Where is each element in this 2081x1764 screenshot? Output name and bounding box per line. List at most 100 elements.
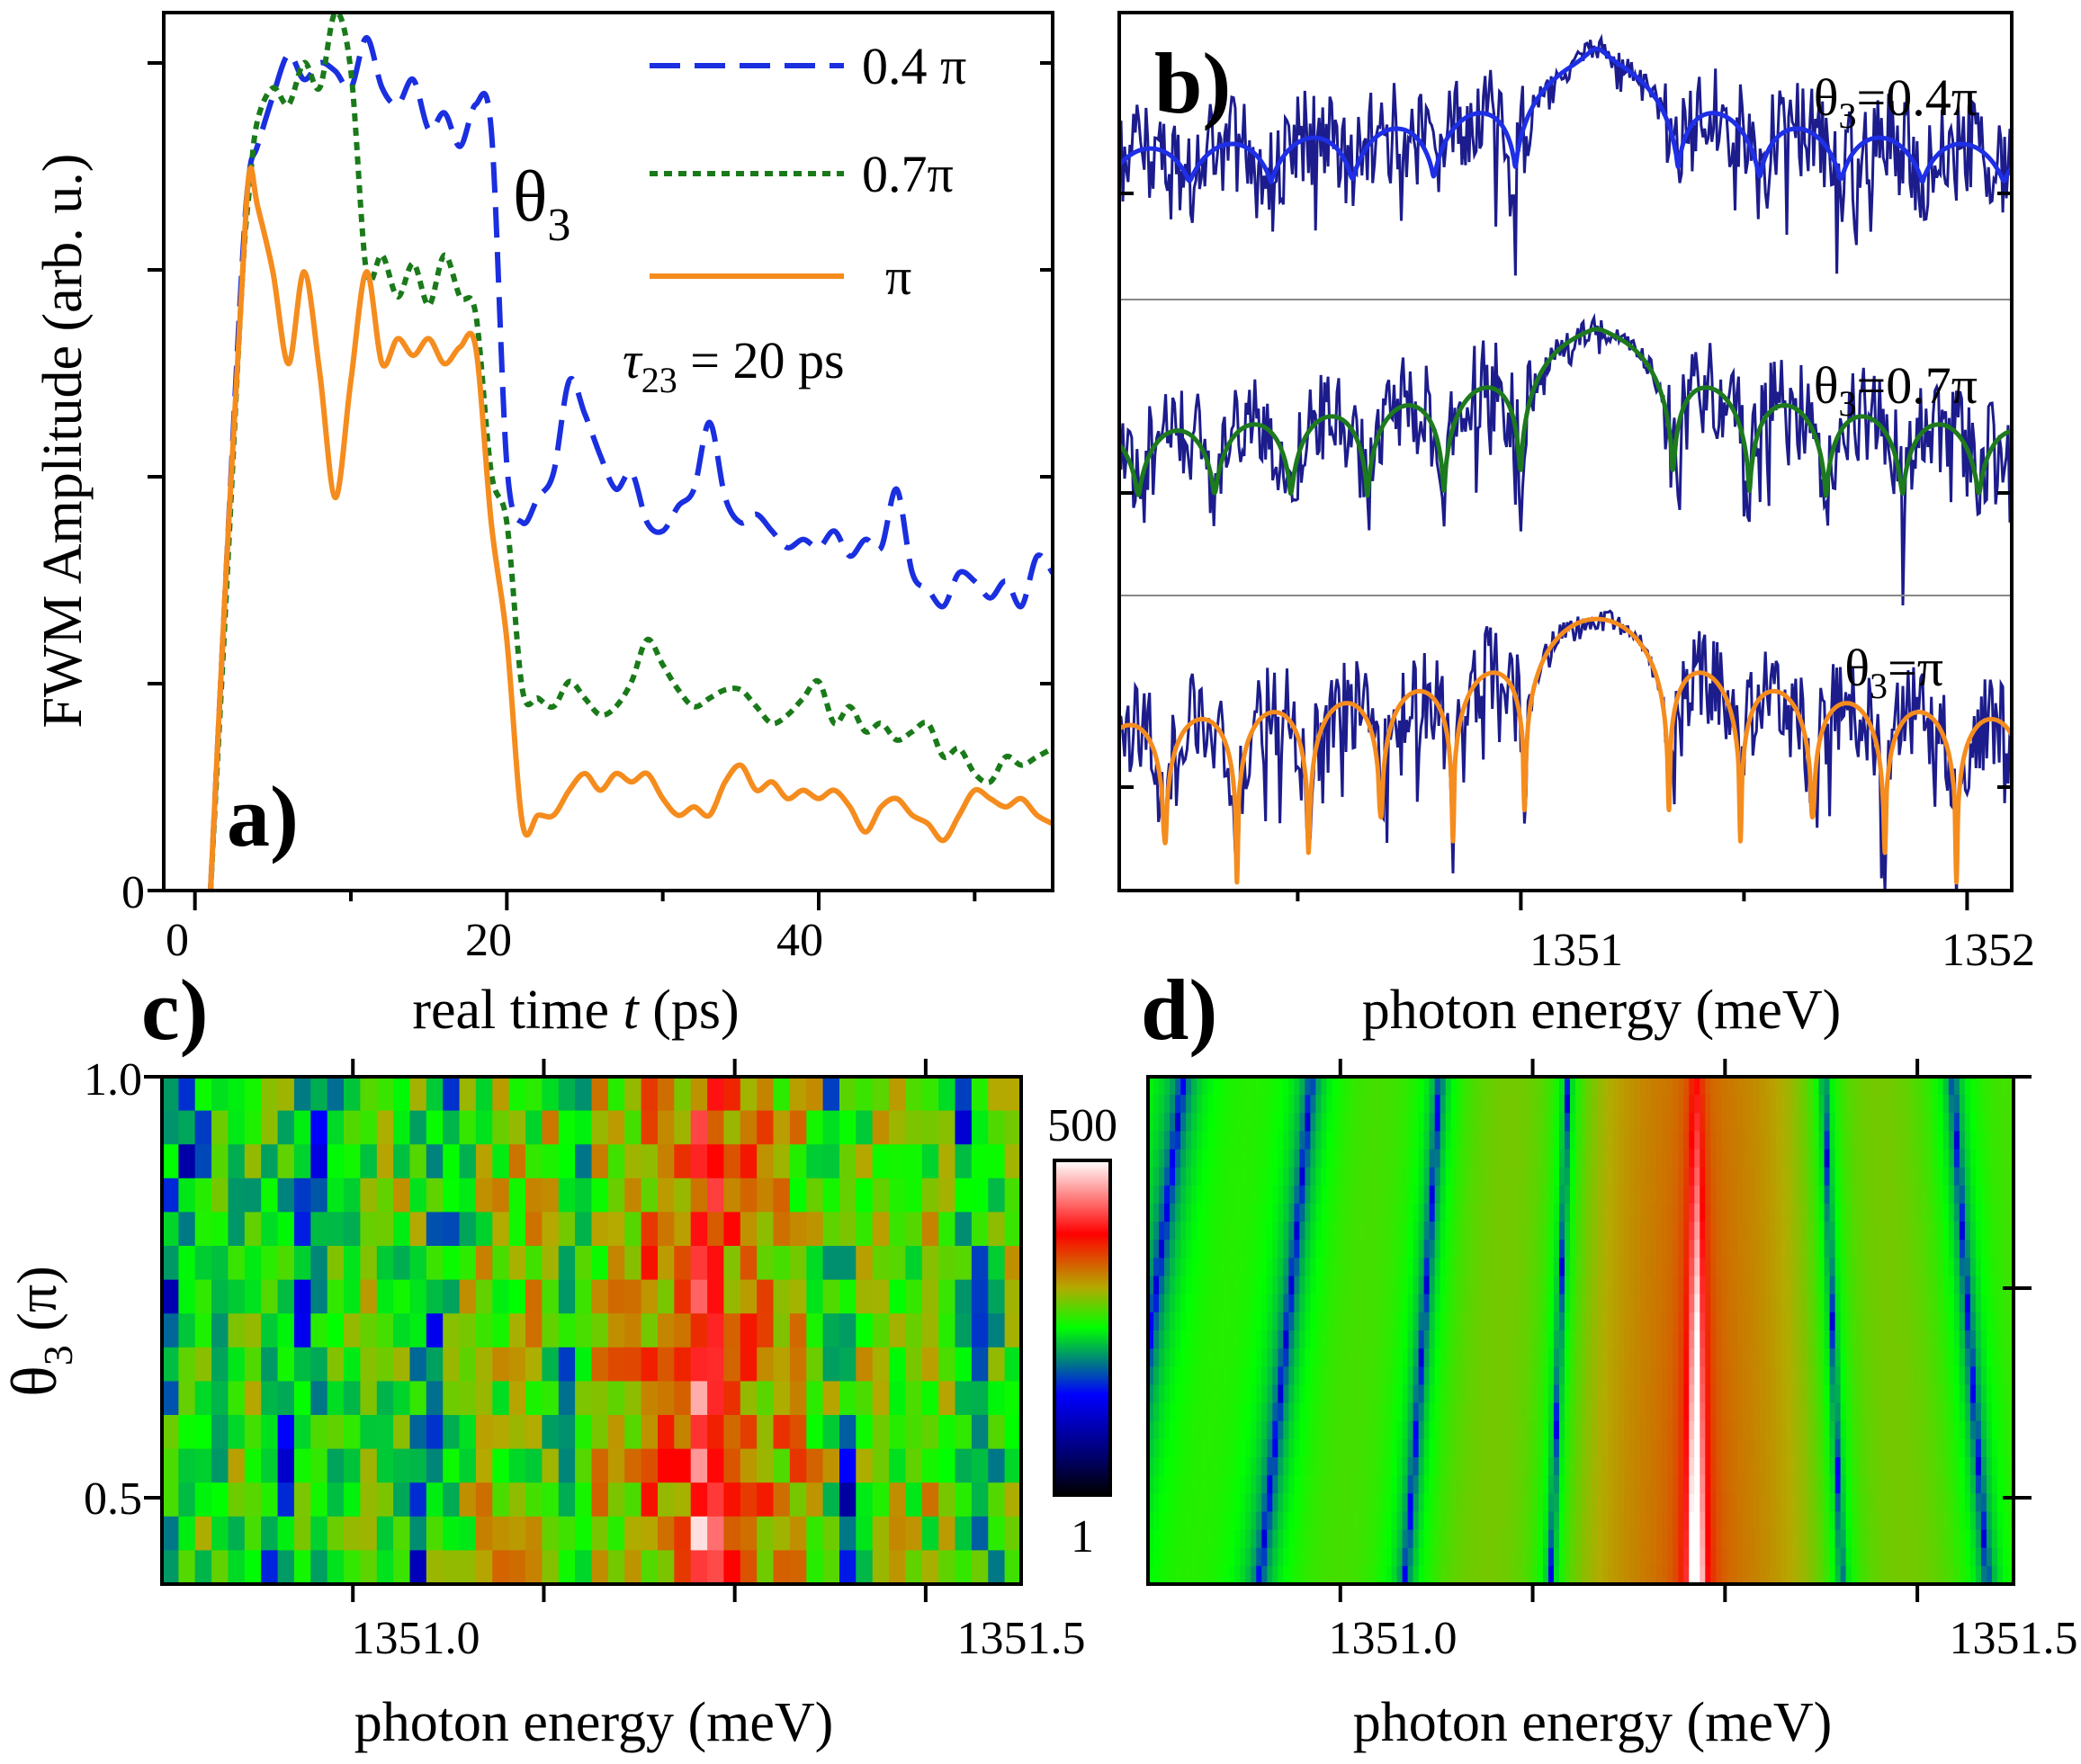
- heatmap-cell: [1564, 1222, 1571, 1241]
- heatmap-cell: [1450, 1420, 1458, 1440]
- heatmap-cell: [1170, 1204, 1177, 1223]
- heatmap-cell: [1608, 1204, 1615, 1223]
- heatmap-cell: [1602, 1294, 1610, 1313]
- heatmap-cell: [443, 1415, 461, 1450]
- heatmap-cell: [1619, 1493, 1626, 1513]
- heatmap-cell: [1553, 1402, 1560, 1422]
- heatmap-cell: [1959, 1348, 1966, 1368]
- heatmap-cell: [1386, 1402, 1393, 1422]
- heatmap-cell: [1905, 1167, 1912, 1186]
- heatmap-cell: [1635, 1185, 1642, 1204]
- heatmap-cell: [1159, 1457, 1166, 1477]
- heatmap-cell: [1705, 1258, 1712, 1277]
- heatmap-cell: [1721, 1077, 1728, 1097]
- heatmap-cell: [376, 1313, 395, 1348]
- heatmap-cell: [1175, 1276, 1182, 1295]
- heatmap-cell: [1261, 1511, 1269, 1531]
- heatmap-cell: [1515, 1457, 1522, 1477]
- heatmap-cell: [1996, 1493, 2004, 1513]
- heatmap-cell: [1251, 1312, 1258, 1331]
- heatmap-cell: [1937, 1204, 1944, 1223]
- heatmap-cell: [1434, 1402, 1441, 1422]
- heatmap-cell: [525, 1516, 543, 1552]
- heatmap-cell: [1721, 1330, 1728, 1350]
- heatmap-cell: [1845, 1384, 1852, 1404]
- heatmap-cell: [1807, 1366, 1815, 1386]
- heatmap-cell: [1526, 1402, 1533, 1422]
- heatmap-cell: [542, 1347, 560, 1383]
- heatmap-cell: [1175, 1204, 1182, 1223]
- heatmap-cell: [1148, 1402, 1155, 1422]
- series-line-0.4pi: [208, 34, 1053, 891]
- heatmap-cell: [889, 1381, 907, 1416]
- heatmap-cell: [1764, 1475, 1772, 1495]
- heatmap-cell: [1488, 1312, 1495, 1331]
- subpanel-label-0.7pi-theta: θ: [1814, 356, 1839, 415]
- heatmap-cell: [2002, 1131, 2009, 1151]
- heatmap-cell: [1915, 1185, 1923, 1204]
- heatmap-cell: [1586, 1330, 1593, 1350]
- heatmap-cell: [1283, 1185, 1290, 1204]
- heatmap-cell: [1504, 1185, 1511, 1204]
- heatmap-cell: [1288, 1312, 1296, 1331]
- heatmap-cell: [1878, 1185, 1885, 1204]
- heatmap-cell: [690, 1077, 709, 1112]
- heatmap-cell: [1332, 1330, 1339, 1350]
- heatmap-cell: [723, 1347, 741, 1383]
- heatmap-cell: [1153, 1167, 1161, 1186]
- heatmap-cell: [1581, 1402, 1588, 1422]
- heatmap-cell: [1423, 1366, 1431, 1386]
- heatmap-cell: [1856, 1420, 1863, 1440]
- heatmap-cell: [1569, 1204, 1576, 1223]
- heatmap-cell: [261, 1550, 279, 1585]
- heatmap-cell: [1256, 1438, 1263, 1458]
- heatmap-cell: [1288, 1348, 1296, 1368]
- heatmap-cell: [1278, 1529, 1285, 1549]
- heatmap-cell: [1646, 1149, 1653, 1169]
- heatmap-cell: [409, 1110, 427, 1146]
- heatmap-cell: [1586, 1185, 1593, 1204]
- heatmap-cell: [1202, 1420, 1209, 1440]
- heatmap-cell: [1791, 1330, 1798, 1350]
- heatmap-cell: [723, 1482, 741, 1518]
- heatmap-cell: [1640, 1493, 1647, 1513]
- heatmap-cell: [1321, 1457, 1328, 1477]
- heatmap-cell: [1969, 1312, 1977, 1331]
- heatmap-cell: [1894, 1438, 1901, 1458]
- heatmap-cell: [1689, 1438, 1696, 1458]
- heatmap-cell: [1727, 1204, 1734, 1223]
- heatmap-cell: [1315, 1402, 1323, 1422]
- heatmap-cell: [1450, 1330, 1458, 1350]
- heatmap-cell: [1986, 1276, 1993, 1295]
- heatmap-cell: [1586, 1240, 1593, 1259]
- heatmap-cell: [1754, 1475, 1761, 1495]
- heatmap-cell: [1597, 1258, 1604, 1277]
- heatmap-cell: [658, 1415, 676, 1450]
- heatmap-cell: [1710, 1240, 1718, 1259]
- heatmap-cell: [1802, 1204, 1809, 1223]
- heatmap-cell: [1369, 1312, 1377, 1331]
- heatmap-cell: [1186, 1438, 1193, 1458]
- heatmap-cell: [1267, 1348, 1274, 1368]
- heatmap-cell: [1283, 1511, 1290, 1531]
- heatmap-cell: [1613, 1222, 1620, 1241]
- heatmap-cell: [1218, 1077, 1225, 1097]
- heatmap-cell: [1926, 1366, 1933, 1386]
- heatmap-cell: [162, 1381, 180, 1416]
- heatmap-cell: [1191, 1113, 1198, 1133]
- heatmap-cell: [1396, 1294, 1404, 1313]
- heatmap-cell: [1818, 1384, 1825, 1404]
- heatmap-cell: [1396, 1149, 1404, 1169]
- heatmap-cell: [1910, 1240, 1917, 1259]
- heatmap-cell: [1170, 1077, 1177, 1097]
- heatmap-cell: [1477, 1384, 1485, 1404]
- heatmap-cell: [1375, 1438, 1382, 1458]
- heatmap-cell: [1786, 1222, 1793, 1241]
- heatmap-cell: [1748, 1511, 1755, 1531]
- heatmap-cell: [1851, 1402, 1858, 1422]
- heatmap-cell: [607, 1110, 626, 1146]
- heatmap-cell: [1483, 1312, 1490, 1331]
- heatmap-cell: [690, 1212, 709, 1247]
- heatmap-cell: [1240, 1511, 1247, 1531]
- heatmap-cell: [1207, 1077, 1215, 1097]
